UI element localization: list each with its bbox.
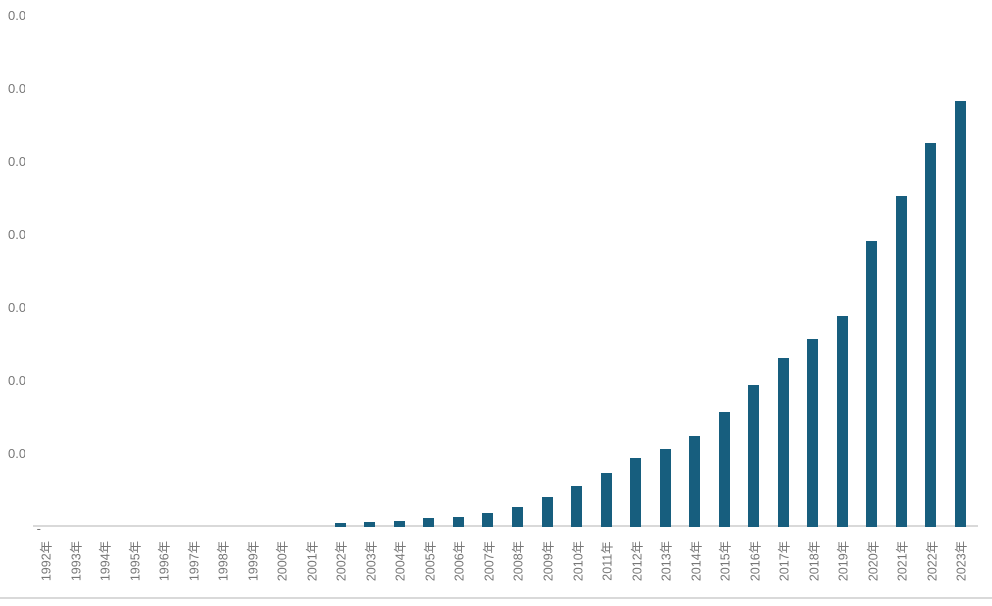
x-axis-tick-label: 2012年 — [630, 540, 645, 582]
x-axis-baseline — [33, 524, 978, 528]
bar-2010 — [571, 486, 583, 527]
y-axis-tick-label: 0.0 — [8, 300, 25, 315]
bar-2002 — [334, 523, 346, 527]
x-axis-tick-label: 2018年 — [807, 540, 822, 582]
y-axis-tick-label: 0.0 — [8, 154, 25, 169]
x-axis-tick-label: 2002年 — [334, 540, 349, 582]
y-axis-tick-label: 0.0 — [8, 227, 25, 242]
x-axis-tick-label: 1996年 — [157, 540, 172, 582]
bar-2016 — [748, 384, 760, 527]
bar-2020 — [866, 240, 878, 527]
x-axis-tick-label: 2023年 — [954, 540, 969, 582]
x-axis-tick-label: 2014年 — [689, 540, 704, 582]
bar-2007 — [482, 513, 494, 527]
x-axis-tick-label: 2015年 — [718, 540, 733, 582]
bar-2022 — [925, 143, 937, 527]
x-axis-tick-label: 2006年 — [452, 540, 467, 582]
x-axis-tick-label: 1993年 — [69, 540, 84, 582]
x-axis-tick-label: 2008年 — [511, 540, 526, 582]
x-axis-tick-label: 2004年 — [393, 540, 408, 582]
y-axis-tick-label: 0.0 — [8, 373, 25, 388]
x-axis-tick-label: 2000年 — [275, 540, 290, 582]
x-axis-tick-label: 1995年 — [128, 540, 143, 582]
x-axis-tick-label: 2021年 — [895, 540, 910, 582]
x-axis-tick-label: 2005年 — [423, 540, 438, 582]
x-axis-tick-label: 1994年 — [98, 540, 113, 582]
x-axis-tick-label: 1992年 — [39, 540, 54, 582]
x-axis-tick-label: 2003年 — [364, 540, 379, 582]
x-axis-tick-label: 2020年 — [866, 540, 881, 582]
x-axis-tick-label: 2019年 — [836, 540, 851, 582]
bar-2014 — [689, 435, 701, 527]
x-axis-tick-label: 1999年 — [246, 540, 261, 582]
bar-2021 — [895, 196, 907, 527]
bar-2006 — [452, 516, 464, 527]
bar-2019 — [836, 316, 848, 527]
bar-2015 — [718, 412, 730, 527]
x-axis-tick-label: 2017年 — [777, 540, 792, 582]
x-axis-tick-label: 2010年 — [571, 540, 586, 582]
x-axis-tick-label: 2011年 — [600, 541, 615, 581]
x-axis-tick-label: 1997年 — [187, 540, 202, 582]
y-axis-tick-label: 0.0 — [8, 81, 25, 96]
y-axis-tick-label: 0.0 — [8, 446, 25, 461]
bar-2008 — [511, 506, 523, 527]
bar-2018 — [807, 339, 819, 527]
x-axis-tick-label: 2013年 — [659, 540, 674, 582]
y-axis-tick-label: 0.0 — [8, 8, 25, 23]
bar-2013 — [659, 448, 671, 527]
x-axis-tick-label: 2016年 — [748, 540, 763, 582]
bottom-divider — [0, 597, 992, 599]
bar-2023 — [954, 100, 966, 527]
bar-2005 — [423, 518, 435, 527]
x-axis-tick-label: 2022年 — [925, 540, 940, 582]
x-axis-tick-label: 1998年 — [216, 540, 231, 582]
x-axis-tick-label: 2007年 — [482, 540, 497, 582]
x-axis-tick-label: 2001年 — [305, 540, 320, 582]
x-axis-tick-label: 2009年 — [541, 540, 556, 582]
y-axis-zero-label: - — [36, 521, 41, 536]
bar-2011 — [600, 472, 612, 527]
bar-2012 — [630, 457, 642, 527]
bar-2004 — [393, 521, 405, 527]
bar-2003 — [364, 521, 376, 527]
bar-2009 — [541, 497, 553, 527]
bar-2017 — [777, 357, 789, 527]
